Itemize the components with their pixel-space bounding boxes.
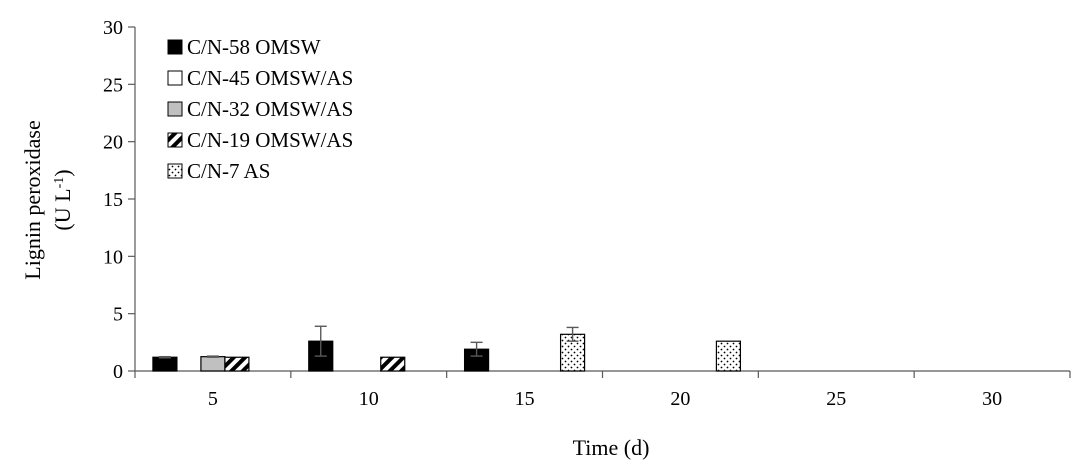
bars <box>152 333 742 372</box>
y-axis-title: Lignin peroxidase <box>20 120 45 279</box>
legend: C/N-58 OMSW C/N-45 OMSW/AS C/N-32 OMSW/AS C… <box>167 35 353 183</box>
legend-swatch <box>167 70 183 86</box>
x-tick-label: 15 <box>515 388 535 410</box>
x-tick-label: 10 <box>359 388 379 410</box>
bar <box>715 340 742 372</box>
error-bars <box>158 325 579 359</box>
legend-swatch <box>167 163 183 179</box>
legend-label: C/N-7 AS <box>187 159 270 183</box>
bar <box>224 356 250 372</box>
y-axis-units-superscript: -1 <box>52 177 67 189</box>
legend-swatch <box>167 39 183 55</box>
y-tick-label: 20 <box>103 132 123 154</box>
bar <box>380 356 406 372</box>
x-tick-label: 20 <box>670 388 690 410</box>
y-axis-title-units: (U L-1) <box>50 169 75 230</box>
legend-swatch <box>167 101 183 117</box>
legend-label: C/N-45 OMSW/AS <box>187 66 353 90</box>
y-tick-label: 30 <box>103 17 123 39</box>
legend-label: C/N-32 OMSW/AS <box>187 97 353 121</box>
legend-label: C/N-19 OMSW/AS <box>187 128 353 152</box>
bar <box>200 356 226 372</box>
x-tick-labels: 5 10 15 20 25 30 <box>208 388 1002 410</box>
x-tick-label: 30 <box>982 388 1002 410</box>
bar <box>152 356 178 372</box>
legend-label: C/N-58 OMSW <box>187 35 321 59</box>
y-tick-label: 5 <box>113 304 123 326</box>
y-tick-label: 0 <box>113 361 123 383</box>
y-tick-labels: 0 5 10 15 20 25 30 <box>103 17 123 383</box>
x-axis-title: Time (d) <box>573 435 650 460</box>
x-tick-label: 25 <box>826 388 846 410</box>
y-axis-units-text: (U L <box>50 188 75 230</box>
legend-swatch <box>167 132 183 148</box>
y-tick-label: 15 <box>103 189 123 211</box>
y-tick-label: 25 <box>103 74 123 96</box>
y-tick-label: 10 <box>103 246 123 268</box>
y-axis-units-close: ) <box>50 169 75 176</box>
axes <box>128 26 1071 378</box>
x-tick-label: 5 <box>208 388 218 410</box>
